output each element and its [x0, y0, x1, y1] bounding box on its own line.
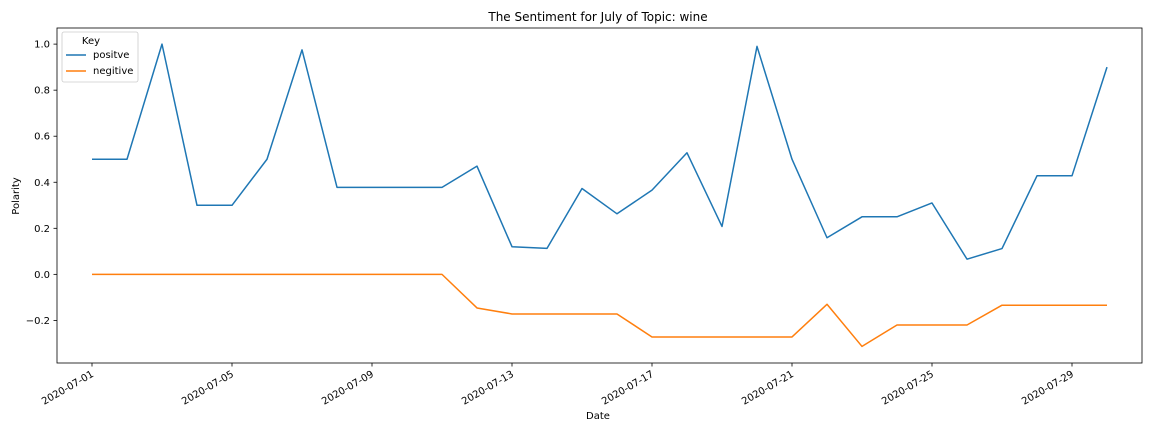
y-tick-label: 0.6 [34, 132, 50, 143]
x-axis-title: Date [586, 411, 610, 422]
legend: Key positve negitive [61, 31, 139, 83]
y-tick-label: 0.2 [34, 224, 50, 235]
y-tick-label: 0.4 [34, 178, 50, 189]
legend-title: Key [82, 36, 100, 47]
plot-area [57, 28, 1142, 363]
y-tick-label: 0.0 [34, 270, 50, 281]
series-layer [92, 43, 1108, 348]
legend-box [61, 31, 139, 83]
y-tick-label: 1.0 [34, 40, 50, 51]
y-tick-label: 0.8 [34, 86, 50, 97]
series-line-negitive [92, 273, 1107, 348]
y-axis-title: Polarity [11, 177, 22, 215]
chart-title: The Sentiment for July of Topic: wine [487, 10, 707, 24]
axes-frame [56, 27, 1143, 364]
legend-label-positve: positve [93, 50, 129, 61]
y-tick-label: −0.2 [26, 316, 50, 327]
legend-label-negitive: negitive [93, 66, 133, 77]
series-line-positve [92, 43, 1108, 260]
plot-background [57, 28, 1142, 363]
